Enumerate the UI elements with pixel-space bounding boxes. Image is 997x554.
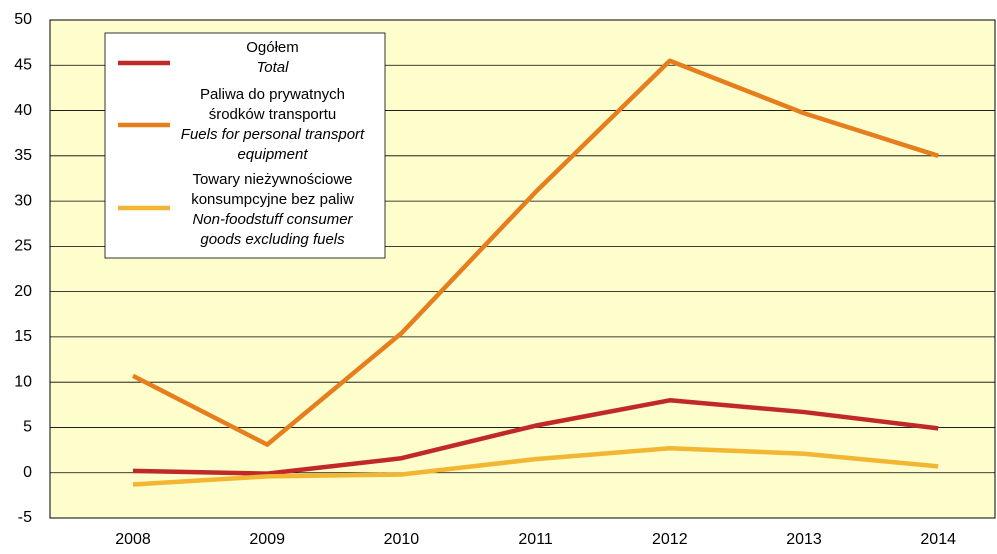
y-tick-label: 0	[23, 464, 32, 481]
series-line	[132, 446, 939, 487]
x-tick-label: 2011	[518, 531, 553, 548]
x-tick-label: 2010	[384, 531, 420, 548]
y-tick-label: 35	[14, 147, 32, 164]
y-tick-label: 20	[14, 283, 32, 300]
x-tick-label: 2008	[115, 531, 151, 548]
legend-label: Ogółem	[246, 39, 299, 56]
legend-label: Non-foodstuff consumer goods excluding f…	[192, 211, 353, 248]
y-tick-label: 30	[14, 192, 32, 209]
legend: Ogółem Total Paliwa do prywatnych środków …	[104, 32, 386, 259]
y-tick-label: 45	[14, 56, 32, 73]
x-tick-label: 2014	[920, 531, 956, 548]
legend-label: Total	[256, 59, 289, 76]
y-tick-label: 10	[14, 373, 32, 390]
x-tick-label: 2013	[786, 531, 822, 548]
legend-entry: Paliwa do prywatnych środków transportuF…	[180, 86, 365, 163]
legend-box	[104, 32, 386, 259]
legend-label: Paliwa do prywatnych środków transportu	[199, 86, 346, 123]
legend-entry: Towary nieżywnościowe konsumpcyjne bez p…	[191, 171, 354, 248]
y-tick-label: 25	[14, 238, 32, 255]
legend-label: Towary nieżywnościowe konsumpcyjne bez p…	[191, 171, 354, 208]
x-tick-label: 2012	[652, 531, 688, 548]
legend-entry: Ogółem Total	[246, 39, 299, 76]
y-tick-label: 50	[14, 11, 32, 28]
series-line	[131, 58, 939, 447]
y-tick-label: 5	[23, 419, 32, 436]
legend-label: Fuels for personal transport equipment	[180, 126, 365, 163]
series-line	[132, 398, 939, 476]
x-tick-label: 2009	[249, 531, 285, 548]
y-tick-label: 40	[14, 102, 32, 119]
y-tick-label: 15	[14, 328, 32, 345]
y-tick-label: -5	[18, 509, 32, 526]
